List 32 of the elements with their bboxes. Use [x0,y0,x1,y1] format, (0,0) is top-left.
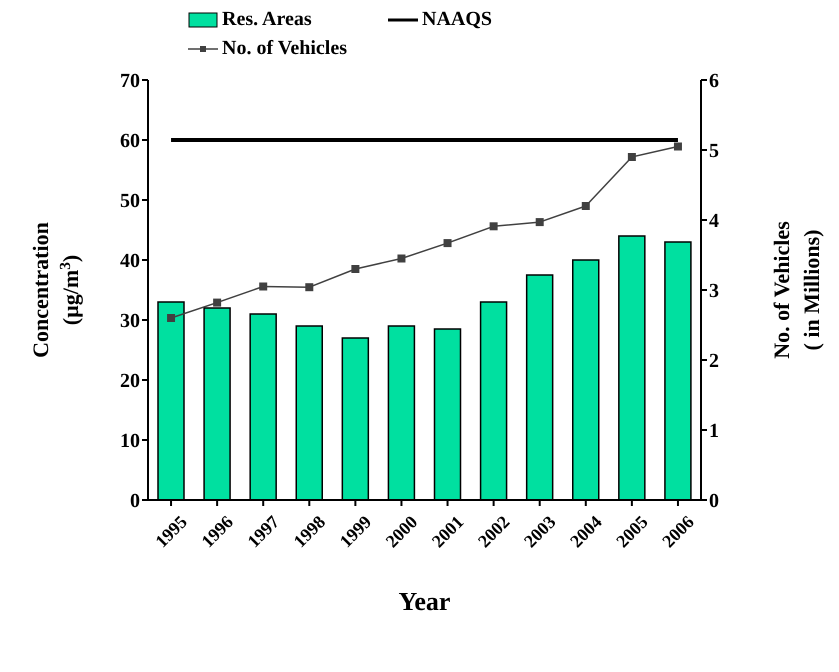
point [628,153,636,161]
x-axis-title: Year [398,587,450,616]
y2-tick-label: 6 [709,70,719,92]
y2-tick-label: 2 [709,350,719,372]
y2-tick-label: 1 [709,420,719,442]
y-tick-label: 30 [120,310,140,332]
point [444,239,452,248]
y-tick-label: 10 [120,430,140,452]
y-tick-label: 60 [120,130,140,152]
point [213,298,222,307]
y2-tick-label: 5 [709,140,719,162]
point [674,142,682,150]
legend-label: No. of Vehicles [222,37,347,60]
y-tick-label: 70 [120,70,140,92]
point [582,202,590,210]
y2-tick-label: 3 [709,280,719,302]
y2-axis-title: No. of Vehicles ( in Millions) [769,220,824,359]
point [167,314,176,322]
point [536,218,544,226]
y-tick-label: 40 [120,250,140,272]
point [305,283,314,292]
y-tick-label: 0 [130,490,140,512]
point [397,254,406,262]
y-tick-label: 20 [120,370,140,392]
y-tick-label: 50 [120,190,140,212]
point [490,222,498,230]
y2-tick-label: 4 [709,210,719,232]
y2-tick-label: 0 [709,490,719,512]
legend-label: Res. Areas [222,8,312,31]
legend-label: NAAQS [422,8,492,31]
point [351,265,360,273]
point [259,282,268,290]
